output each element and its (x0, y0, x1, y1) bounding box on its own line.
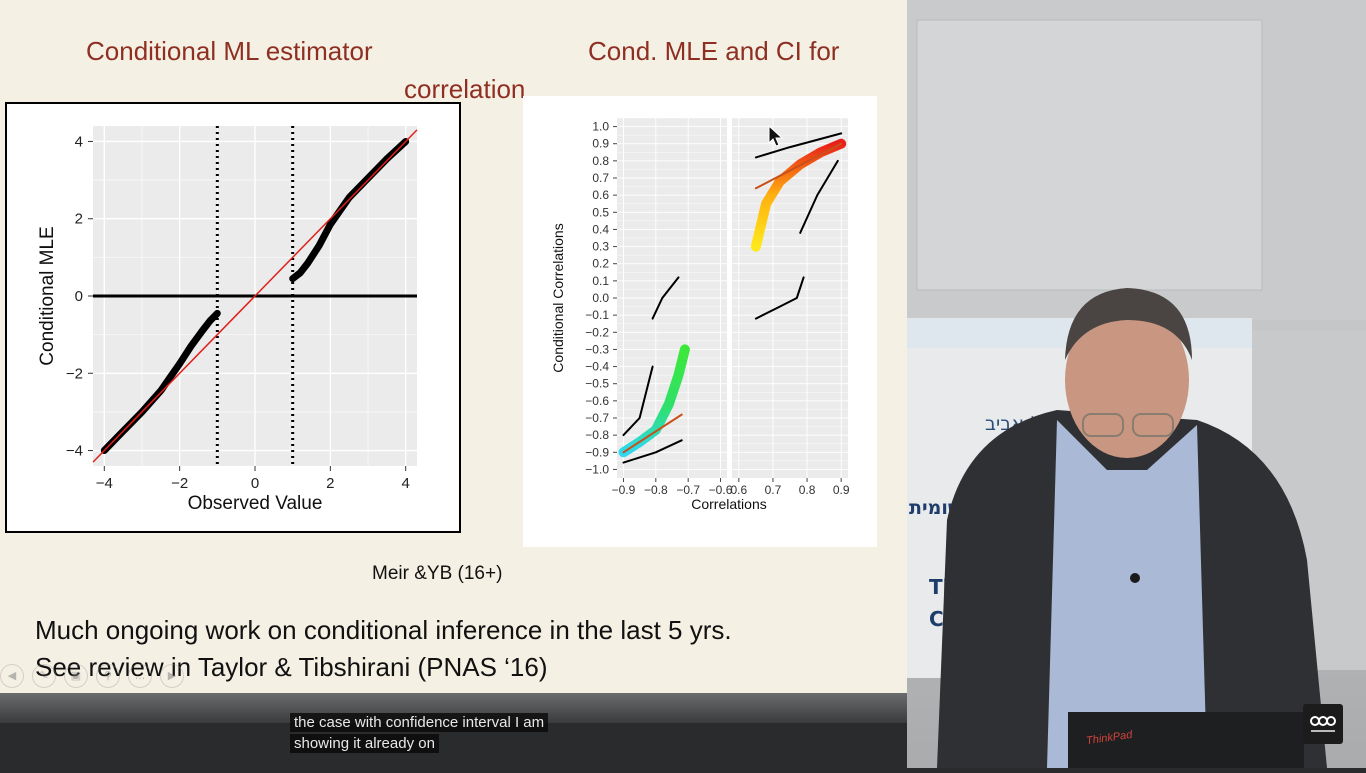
slide: Conditional ML estimator Cond. MLE and C… (0, 0, 907, 693)
speaker-shirt (1047, 420, 1207, 768)
laptop-brand: ThinkPad (1085, 728, 1134, 748)
y-tick-label: −0.6 (585, 394, 609, 408)
y-tick-label: −0.1 (585, 308, 609, 322)
y-tick-label: 2 (75, 211, 83, 228)
slide-title-right-continuation: correlation (404, 74, 526, 104)
ci-lower-right (754, 276, 805, 320)
lapel-mic (1130, 573, 1140, 583)
pen-icon[interactable]: ✎ (32, 664, 56, 688)
x-tick-label: 0 (251, 475, 259, 492)
slide-navigation-controls: ◀ ✎ ▣ ⚲ … ▶ (0, 664, 184, 688)
conditional-mle-svg: −4 −2 0 2 4 −4 −2 0 2 4 Observed Value Conditional … (37, 102, 444, 514)
next-slide-icon[interactable]: ▶ (160, 664, 184, 688)
cond-mle-curve-right (750, 138, 847, 252)
y-tick-label: −0.9 (585, 445, 609, 459)
room-background: ל-אביב TE שומית Th Cl (907, 0, 1366, 768)
speaker-glasses-right (1132, 413, 1174, 437)
closed-captions: the case with confidence interval I am s… (290, 713, 549, 755)
mle-curve-positive (289, 138, 410, 283)
y-tick-label: −4 (66, 443, 83, 460)
x-tick-label: 4 (402, 475, 410, 492)
y-tick-label: −2 (66, 365, 83, 382)
conditional-mle-chart: −4 −2 0 2 4 −4 −2 0 2 4 Observed Value Conditional … (5, 102, 461, 533)
x-tick-label: −2 (171, 475, 188, 492)
y-tick-label: −0.5 (585, 377, 609, 391)
previous-slide-icon[interactable]: ◀ (0, 664, 24, 688)
ci-lower-right (799, 159, 839, 234)
x-tick-label: 0.9 (833, 483, 850, 497)
y-tick-label: −0.8 (585, 428, 609, 442)
x-tick-label: 0.7 (765, 483, 782, 497)
speaker-glasses-left (1082, 413, 1124, 437)
citation: Meir &YB (16+) (372, 563, 503, 584)
whiteboard (916, 19, 1263, 291)
y-tick-label: 0.9 (592, 137, 609, 151)
x-tick-label: −0.7 (676, 483, 700, 497)
x-tick-label: 0.6 (730, 483, 747, 497)
y-tick-label: 4 (75, 133, 83, 150)
laptop: ThinkPad (1068, 712, 1304, 768)
caption-line-2: showing it already on (290, 734, 439, 753)
x-tick-label: 2 (326, 475, 334, 492)
body-text-line-1: Much ongoing work on conditional inferen… (35, 615, 732, 645)
y-axis-label: Conditional MLE (37, 226, 58, 365)
mouse-pointer-icon (768, 125, 784, 147)
y-tick-label: 0.4 (592, 222, 609, 236)
y-tick-label: 0.8 (592, 154, 609, 168)
ci-lower-left (622, 439, 683, 464)
y-tick-label: 0.1 (592, 274, 609, 288)
identity-line-right (754, 142, 843, 190)
slide-title-left: Conditional ML estimator (86, 36, 373, 66)
more-options-icon[interactable]: … (128, 664, 152, 688)
slides-icon[interactable]: ▣ (64, 664, 88, 688)
university-logo-icon (1310, 716, 1336, 732)
correlation-ci-chart: −0.9 −0.8 −0.7 −0.6 0.6 0.7 0.8 0.9 1.0 0.9 0.8 0.7… (523, 96, 877, 547)
speaker-face (1065, 302, 1189, 458)
room-scene: ל-אביב TE שומית Th Cl (907, 0, 1366, 768)
zoom-icon[interactable]: ⚲ (96, 664, 120, 688)
ci-upper-left (622, 365, 654, 437)
y-tick-label: −0.4 (585, 360, 609, 374)
y-tick-label: −1.0 (585, 462, 609, 476)
x-tick-label: −0.8 (644, 483, 668, 497)
x-tick-label: −0.6 (709, 483, 733, 497)
university-logo (1303, 704, 1343, 744)
x-axis-label: Correlations (691, 496, 766, 512)
y-tick-label: 0.0 (592, 291, 609, 305)
caption-line-1: the case with confidence interval I am (290, 713, 549, 732)
x-tick-label: −0.9 (612, 483, 636, 497)
correlation-ci-svg: −0.9 −0.8 −0.7 −0.60.6 0.7 0.8 0.91.00.90.80.7… (550, 117, 850, 512)
identity-line-left (622, 413, 683, 454)
identity-line (92, 129, 418, 463)
y-tick-label: 1.0 (592, 120, 609, 134)
ci-upper-left (651, 276, 680, 320)
x-axis-label: Observed Value (188, 493, 323, 514)
y-tick-label: −0.2 (585, 325, 609, 339)
speaker-hair (1065, 288, 1192, 360)
y-tick-label: 0.3 (592, 240, 609, 254)
slide-title-right: Cond. MLE and CI for (588, 36, 840, 66)
speaker (937, 288, 1327, 768)
body-text-line-2: See review in Taylor & Tibshirani (PNAS … (35, 652, 548, 682)
ci-upper-right (754, 132, 843, 159)
y-tick-label: 0.7 (592, 171, 609, 185)
x-tick-label: −4 (96, 475, 113, 492)
y-tick-label: −0.7 (585, 411, 609, 425)
y-tick-label: 0 (75, 288, 83, 305)
y-tick-label: 0.2 (592, 257, 609, 271)
x-tick-label: 0.8 (799, 483, 816, 497)
y-axis-label: Conditional Correlations (550, 223, 566, 372)
y-tick-label: 0.6 (592, 188, 609, 202)
y-tick-label: 0.5 (592, 205, 609, 219)
y-tick-label: −0.3 (585, 342, 609, 356)
